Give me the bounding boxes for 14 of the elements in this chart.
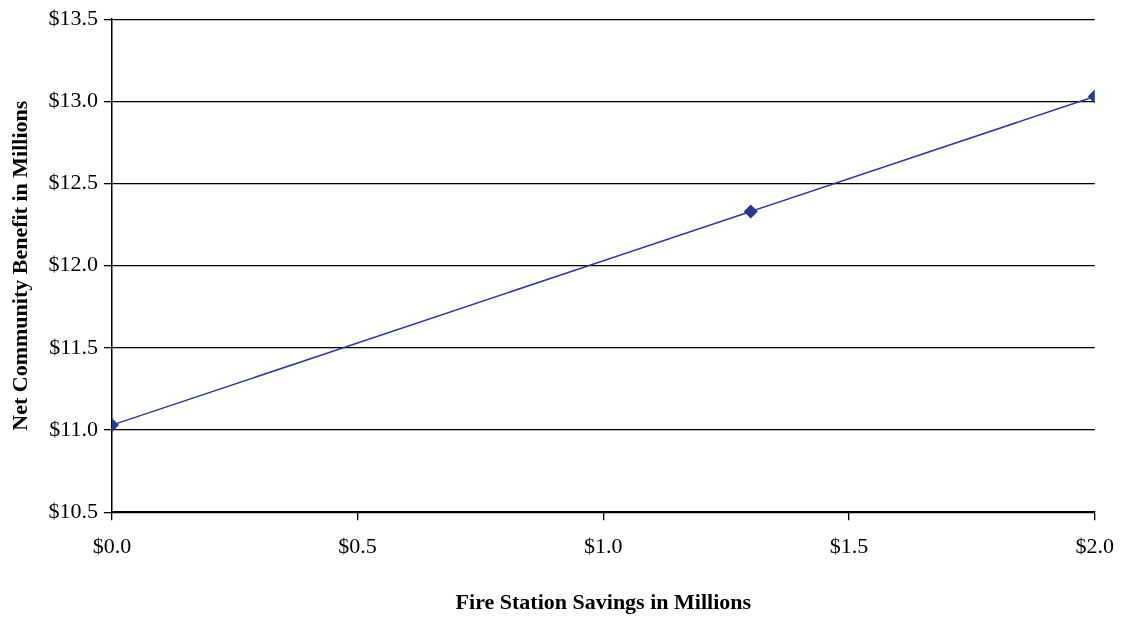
x-tick-label: $0.0 — [92, 533, 132, 559]
x-tick-label: $2.0 — [1075, 533, 1114, 559]
y-tick-label: $12.5 — [48, 169, 98, 195]
y-axis-title: Net Community Benefit in Millions — [6, 100, 32, 431]
x-tick-label: $1.0 — [584, 533, 623, 559]
y-tick-label: $11.5 — [49, 333, 98, 359]
y-tick-label: $13.5 — [48, 4, 98, 30]
y-tick-label: $12.0 — [48, 251, 98, 277]
x-axis-title: Fire Station Savings in Millions — [455, 589, 752, 615]
y-tick-label: $11.0 — [49, 415, 98, 441]
y-tick-label: $13.0 — [48, 87, 98, 113]
y-tick-label: $10.5 — [48, 497, 98, 523]
x-tick-label: $0.5 — [338, 533, 377, 559]
x-tick-label: $1.5 — [829, 533, 869, 559]
